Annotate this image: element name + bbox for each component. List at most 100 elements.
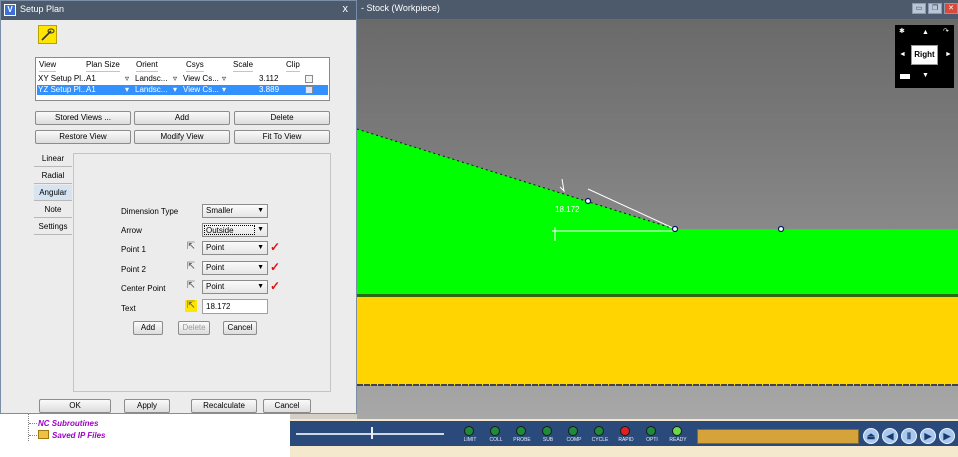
minimize-icon[interactable]: ▭ — [912, 3, 926, 14]
3d-viewport[interactable]: 18.172 — [357, 19, 958, 419]
home-icon[interactable] — [900, 74, 910, 79]
tab-angular[interactable]: Angular — [34, 185, 72, 201]
led-label: PROBE — [513, 437, 531, 443]
viewport-titlebar[interactable]: - Stock (Workpiece) ▭ ❐ ✕ — [357, 0, 958, 19]
led-label: LIMIT — [463, 437, 477, 443]
led-label: RAPID — [618, 437, 634, 443]
status-led-rapid: RAPID — [612, 424, 640, 446]
checkmark-icon: ✓ — [270, 260, 281, 274]
recalculate-button[interactable]: Recalculate — [191, 399, 257, 413]
dialog-close-button[interactable]: x — [342, 3, 349, 15]
point-marker[interactable] — [671, 225, 679, 233]
chevron-down-icon[interactable]: ▿ — [222, 74, 227, 83]
folder-icon — [38, 430, 49, 439]
status-led-comp: COMP — [560, 424, 588, 446]
checkmark-icon: ✓ — [270, 279, 281, 293]
ok-button[interactable]: OK — [39, 399, 111, 413]
chevron-down-icon[interactable]: ▾ — [173, 85, 178, 94]
delete-view-button[interactable]: Delete — [234, 111, 330, 125]
step-forward-icon[interactable]: ▶ — [920, 428, 936, 444]
app-icon: V — [4, 4, 16, 16]
pause-icon[interactable]: Ⅱ — [901, 428, 917, 444]
rotate-icon[interactable]: ↷ — [943, 28, 949, 35]
viewport-title: - Stock (Workpiece) — [361, 3, 440, 13]
chevron-down-icon[interactable]: ▿ — [125, 74, 130, 83]
point2-select[interactable]: Point ▼ — [202, 261, 268, 275]
col-header-plan-size[interactable]: Plan Size — [86, 58, 120, 72]
point-marker[interactable] — [584, 197, 592, 205]
add-view-button[interactable]: Add — [134, 111, 230, 125]
pick-point-icon[interactable]: ⇱ — [186, 261, 196, 272]
status-light-icon — [672, 426, 682, 436]
cell-orient: Landsc... — [135, 74, 168, 83]
play-icon[interactable]: ▶ — [939, 428, 955, 444]
simulation-progress-bar — [697, 429, 859, 444]
center-point-select[interactable]: Point ▼ — [202, 280, 268, 294]
rewind-icon[interactable]: ◀ — [882, 428, 898, 444]
arrow-right-icon[interactable]: ► — [945, 51, 952, 58]
dimension-type-select[interactable]: Smaller ▼ — [202, 204, 268, 218]
slider-thumb[interactable] — [371, 427, 373, 439]
dimension-text-input[interactable]: 18.172 — [202, 299, 268, 314]
cell-csys: View Cs... — [183, 74, 219, 83]
table-row[interactable]: XY Setup Pl... A1 ▿ Landsc... ▿ View Cs.… — [37, 74, 328, 84]
stock-bottom-edge — [357, 294, 958, 297]
col-header-clip[interactable]: Clip — [286, 58, 300, 72]
clip-checkbox[interactable] — [305, 75, 313, 83]
modify-view-button[interactable]: Modify View — [134, 130, 230, 144]
stored-views-button[interactable]: Stored Views ... — [35, 111, 131, 125]
status-light-icon — [620, 426, 630, 436]
chevron-down-icon[interactable]: ▾ — [222, 85, 227, 94]
arrow-value: Outside — [204, 225, 255, 235]
tab-settings[interactable]: Settings — [34, 219, 72, 235]
pick-text-location-icon[interactable]: ⇱ — [185, 300, 197, 312]
dimension-arrow-upper — [559, 178, 565, 193]
view-cube[interactable]: ✱ ▲ ↷ ◄ Right ► ▼ — [895, 25, 954, 88]
status-light-icon — [568, 426, 578, 436]
col-header-view[interactable]: View — [39, 58, 57, 72]
simulation-speed-slider[interactable] — [296, 433, 444, 435]
fit-to-view-button[interactable]: Fit To View — [234, 130, 330, 144]
restore-icon[interactable]: ❐ — [928, 3, 942, 14]
tree-item-nc-subroutines[interactable]: NC Subroutines — [38, 419, 99, 428]
status-led-coll: COLL — [482, 424, 510, 446]
close-icon[interactable]: ✕ — [944, 3, 958, 14]
pick-point-icon[interactable]: ⇱ — [186, 280, 196, 291]
dialog-titlebar[interactable]: V Setup Plan x — [1, 1, 356, 20]
cancel-dimension-button[interactable]: Cancel — [223, 321, 257, 335]
cell-csys: View Cs... — [183, 85, 219, 94]
cell-view: XY Setup Pl... — [38, 74, 86, 83]
stock-green-region — [357, 129, 958, 294]
status-led-sub: SUB — [534, 424, 562, 446]
restore-view-button[interactable]: Restore View — [35, 130, 131, 144]
cell-plan-size: A1 — [86, 74, 96, 83]
col-header-csys[interactable]: Csys — [186, 58, 204, 72]
clip-checkbox[interactable] — [305, 86, 313, 94]
status-light-icon — [516, 426, 526, 436]
point1-select[interactable]: Point ▼ — [202, 241, 268, 255]
tab-linear[interactable]: Linear — [34, 151, 72, 167]
table-row[interactable]: YZ Setup Pl... A1 ▾ Landsc... ▾ View Cs.… — [37, 85, 328, 95]
tab-note[interactable]: Note — [34, 202, 72, 218]
arrow-select[interactable]: Outside ▼ — [202, 223, 268, 237]
led-label: OPTI — [646, 437, 658, 443]
viewcube-face[interactable]: Right — [911, 45, 938, 65]
arrow-down-icon[interactable]: ▼ — [922, 72, 929, 79]
add-dimension-button[interactable]: Add — [133, 321, 163, 335]
chevron-down-icon[interactable]: ▿ — [173, 74, 178, 83]
arrow-left-icon[interactable]: ◄ — [899, 51, 906, 58]
tab-radial[interactable]: Radial — [34, 168, 72, 184]
pick-point-icon[interactable]: ⇱ — [186, 241, 196, 252]
eject-icon[interactable]: ⏏ — [863, 428, 879, 444]
magic-wand-icon[interactable] — [38, 25, 57, 44]
apply-button[interactable]: Apply — [124, 399, 170, 413]
col-header-orient[interactable]: Orient — [136, 58, 158, 72]
delete-dimension-button: Delete — [178, 321, 210, 335]
viewcube-corner-icon[interactable]: ✱ — [899, 28, 905, 35]
point-marker[interactable] — [777, 225, 785, 233]
chevron-down-icon[interactable]: ▾ — [125, 85, 130, 94]
arrow-up-icon[interactable]: ▲ — [922, 29, 929, 36]
tree-item-saved-ip-files[interactable]: Saved IP Files — [52, 431, 106, 440]
cancel-button[interactable]: Cancel — [263, 399, 311, 413]
col-header-scale[interactable]: Scale — [233, 58, 254, 72]
